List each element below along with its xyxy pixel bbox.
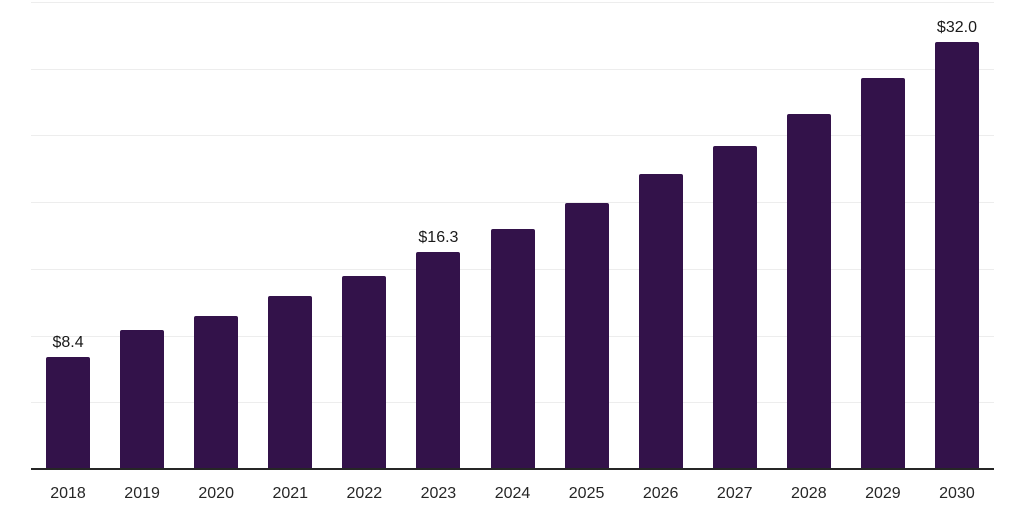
bar-2018 bbox=[46, 356, 91, 469]
data-label-2030: $32.0 bbox=[936, 19, 977, 37]
x-tick-2027: 2027 bbox=[716, 485, 753, 502]
x-tick-2022: 2022 bbox=[346, 485, 383, 502]
bar-2025 bbox=[564, 203, 609, 469]
bar-2027 bbox=[712, 146, 757, 469]
gridline-y-25 bbox=[31, 135, 994, 137]
x-tick-2028: 2028 bbox=[791, 485, 827, 502]
x-tick-2021: 2021 bbox=[272, 485, 309, 502]
x-tick-2018: 2018 bbox=[50, 485, 86, 502]
bar-2020 bbox=[194, 315, 239, 469]
x-tick-2020: 2020 bbox=[198, 485, 234, 502]
x-tick-2030: 2030 bbox=[939, 485, 975, 502]
bar-2021 bbox=[268, 295, 313, 469]
gridline-y-35 bbox=[31, 2, 994, 3]
bar-2023 bbox=[416, 251, 461, 469]
x-tick-2023: 2023 bbox=[420, 485, 457, 502]
bar-2022 bbox=[342, 275, 387, 469]
data-label-2023: $16.3 bbox=[418, 228, 459, 246]
bar-2030 bbox=[934, 42, 979, 469]
x-tick-2029: 2029 bbox=[865, 485, 901, 502]
gridline-y-30 bbox=[31, 68, 994, 70]
gridline-y-20 bbox=[31, 202, 994, 204]
x-tick-2024: 2024 bbox=[494, 485, 531, 502]
x-axis-line bbox=[31, 468, 994, 470]
data-label-2018: $8.4 bbox=[52, 333, 84, 351]
bar-2028 bbox=[786, 114, 831, 469]
bar-2026 bbox=[638, 174, 683, 469]
x-tick-2025: 2025 bbox=[568, 485, 605, 502]
bar-2024 bbox=[490, 228, 535, 469]
x-tick-2026: 2026 bbox=[642, 485, 679, 502]
x-tick-2019: 2019 bbox=[124, 485, 160, 502]
bar-2019 bbox=[120, 330, 165, 469]
bar-2029 bbox=[860, 78, 905, 469]
